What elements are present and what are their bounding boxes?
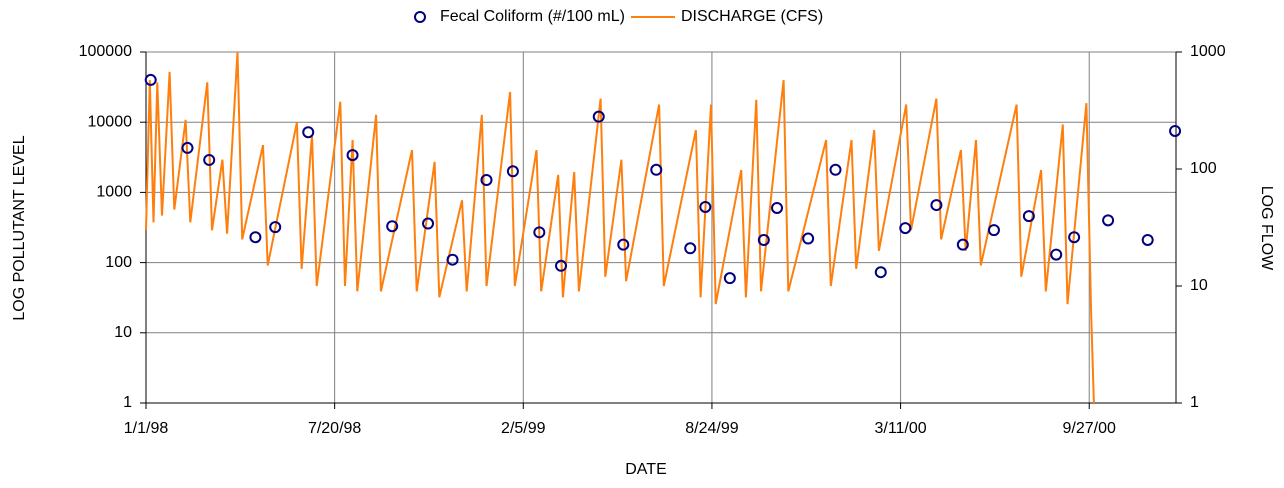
y2-axis-title: LOG FLOW: [1258, 186, 1275, 271]
data-point: [1102, 214, 1115, 227]
x-axis-title: DATE: [625, 461, 666, 478]
discharge-line: [145, 51, 1095, 404]
y-tick-label: 100000: [79, 43, 132, 60]
x-tick-label: 1/1/98: [124, 420, 169, 437]
data-point: [874, 266, 887, 279]
data-point: [592, 110, 605, 123]
data-point: [617, 238, 630, 251]
data-point: [181, 141, 194, 154]
data-point: [446, 253, 459, 266]
y-tick-label: 1000: [96, 184, 132, 201]
data-point: [829, 163, 842, 176]
data-point: [699, 200, 712, 213]
data-point: [480, 174, 493, 187]
data-point: [302, 126, 315, 139]
legend-marker: [414, 11, 426, 23]
data-point: [987, 224, 1000, 237]
data-point: [802, 232, 815, 245]
data-point: [533, 226, 546, 239]
data-point: [723, 272, 736, 285]
y-axis-title: LOG POLLUTANT LEVEL: [11, 135, 28, 320]
x-tick-label: 3/11/00: [874, 420, 926, 437]
data-point: [1169, 124, 1182, 137]
data-point: [269, 221, 282, 234]
data-point: [1050, 248, 1063, 261]
y-tick-label: 10: [114, 324, 132, 341]
data-point: [1022, 210, 1035, 223]
data-point: [203, 153, 216, 166]
data-point: [506, 165, 519, 178]
data-point: [684, 242, 697, 255]
data-point: [956, 238, 969, 251]
legend-label: DISCHARGE (CFS): [681, 8, 823, 25]
y2-tick-label: 10: [1190, 277, 1208, 294]
y2-tick-label: 100: [1190, 160, 1217, 177]
data-point: [144, 73, 157, 86]
x-tick-label: 8/24/99: [685, 420, 738, 437]
data-point: [757, 233, 770, 246]
data-point: [899, 222, 912, 235]
data-point: [771, 201, 784, 214]
data-point: [930, 199, 943, 212]
plot-area: [145, 51, 1177, 404]
x-tick-label: 9/27/00: [1063, 420, 1116, 437]
data-point: [1068, 231, 1081, 244]
y2-tick-label: 1000: [1190, 43, 1226, 60]
data-point: [650, 163, 663, 176]
x-tick-label: 7/20/98: [308, 420, 361, 437]
legend-label: Fecal Coliform (#/100 mL): [440, 8, 625, 25]
y-tick-label: 10000: [88, 113, 133, 130]
data-point: [422, 217, 435, 230]
data-point: [346, 149, 359, 162]
x-tick-label: 2/5/99: [501, 420, 546, 437]
y-tick-label: 100: [105, 254, 132, 271]
data-point: [386, 220, 399, 233]
data-point: [1141, 233, 1154, 246]
data-point: [555, 259, 568, 272]
y2-tick-label: 1: [1190, 394, 1199, 411]
data-point: [249, 231, 262, 244]
y-tick-label: 1: [123, 394, 132, 411]
